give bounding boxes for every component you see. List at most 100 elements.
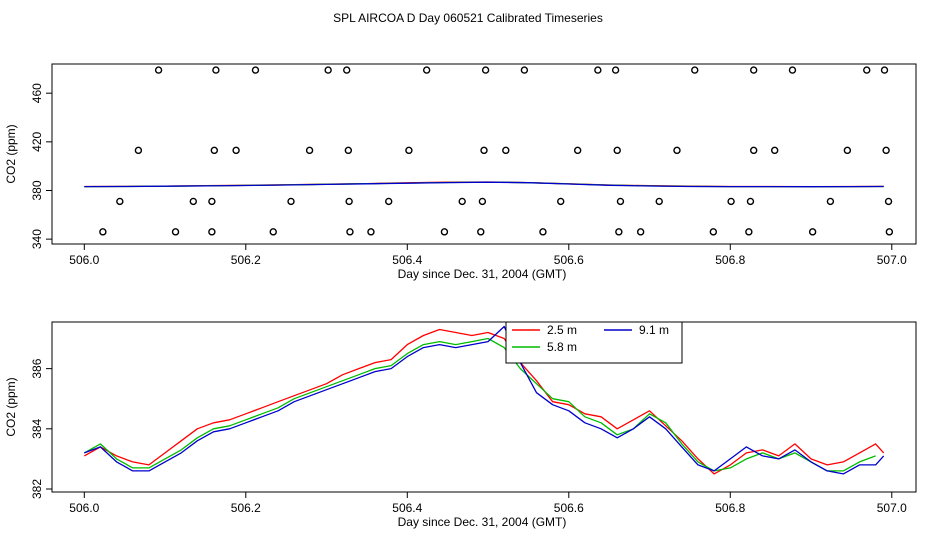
x-tick-label: 507.0 [877, 253, 907, 267]
data-point [788, 66, 797, 74]
data-point [746, 197, 755, 206]
y-tick-label: 340 [30, 229, 44, 249]
plot-frame [51, 63, 917, 245]
data-point [481, 66, 490, 74]
plot-frame [51, 321, 917, 493]
x-tick-label: 507.0 [877, 501, 907, 515]
data-point [189, 197, 198, 206]
data-point [440, 228, 449, 236]
data-point [477, 228, 485, 236]
data-point [478, 197, 487, 206]
data-point [594, 66, 602, 74]
y-tick-label: 386 [30, 358, 44, 378]
data-point [539, 228, 547, 236]
data-point [367, 228, 375, 236]
y-axis-label: CO2 (ppm) [4, 377, 18, 436]
data-point [232, 146, 240, 155]
data-point [422, 66, 431, 74]
data-point [616, 197, 625, 206]
data-point [251, 66, 260, 74]
x-tick-label: 506.8 [715, 501, 745, 515]
data-point [520, 66, 529, 74]
legend-box [505, 321, 683, 364]
upper-scatter-panel: 506.0 506.2 506.4 506.6 506.8 507.0 Day since … [4, 63, 917, 281]
x-tick-label: 506.0 [69, 501, 99, 515]
data-point [287, 197, 295, 206]
data-point [458, 197, 466, 206]
x-tick-label: 506.6 [554, 501, 584, 515]
data-point [405, 146, 413, 155]
data-point [346, 228, 354, 236]
data-point [324, 66, 332, 74]
data-point [749, 66, 758, 74]
data-point [863, 66, 871, 74]
y-axis-label: CO2 (ppm) [4, 124, 18, 183]
legend-label: 9.1 m [639, 323, 669, 337]
data-point [154, 66, 163, 74]
x-tick-label: 506.2 [231, 501, 261, 515]
data-point [885, 228, 894, 236]
data-point [385, 197, 393, 206]
data-point [116, 197, 124, 206]
series-line-5-8-m [83, 337, 876, 472]
data-point [884, 197, 893, 206]
data-point [480, 146, 488, 155]
series-group [84, 181, 884, 188]
data-point [345, 197, 353, 206]
series-group [83, 325, 885, 475]
data-point [655, 197, 663, 206]
data-point [613, 146, 621, 155]
legend-label: 5.8 m [547, 340, 577, 354]
series-line-2-5-m [83, 328, 885, 475]
data-point [749, 146, 758, 155]
lower-line-panel: 506.0 506.2 506.4 506.6 506.8 507.0 Day since … [4, 321, 917, 529]
y-tick-label: 380 [30, 180, 44, 200]
series-line-9-1-m [84, 325, 885, 475]
data-point [727, 197, 735, 206]
data-point [880, 66, 889, 74]
data-point [573, 146, 582, 155]
data-point [843, 146, 852, 155]
legend-label: 2.5 m [547, 323, 577, 337]
x-tick-label: 506.2 [231, 253, 261, 267]
x-tick-label: 506.4 [392, 253, 422, 267]
x-tick-label: 506.0 [69, 253, 99, 267]
data-point [344, 146, 353, 155]
data-point [691, 66, 699, 74]
data-point [808, 228, 817, 236]
data-point [770, 146, 779, 155]
data-point [636, 228, 645, 236]
data-point [343, 66, 351, 74]
data-point [557, 197, 565, 206]
y-tick-label: 382 [30, 479, 44, 499]
x-tick-label: 506.8 [715, 253, 745, 267]
x-tick-label: 506.4 [392, 501, 422, 515]
data-point [745, 228, 753, 236]
data-point [305, 146, 314, 155]
data-point [171, 228, 180, 236]
series-line-9-1-m [84, 181, 884, 188]
x-axis-label: Day since Dec. 31, 2004 (GMT) [398, 267, 567, 281]
data-point [882, 146, 890, 155]
data-point [615, 228, 623, 236]
y-tick-label: 384 [30, 418, 44, 438]
data-point [502, 146, 510, 155]
data-point [826, 197, 835, 206]
data-point [134, 146, 143, 155]
data-point [212, 66, 220, 74]
data-point [208, 228, 216, 236]
x-tick-label: 506.6 [554, 253, 584, 267]
y-tick-label: 460 [30, 83, 44, 103]
data-point [208, 197, 216, 206]
data-point [99, 228, 107, 236]
data-point [709, 228, 718, 236]
page-title: SPL AIRCOA D Day 060521 Calibrated Times… [333, 11, 603, 25]
y-tick-label: 420 [30, 132, 44, 152]
x-axis-label: Day since Dec. 31, 2004 (GMT) [398, 515, 567, 529]
data-point [673, 146, 681, 155]
data-point [210, 146, 219, 155]
legend: 2.5 m 5.8 m 9.1 m [505, 321, 683, 364]
data-point [269, 228, 277, 236]
